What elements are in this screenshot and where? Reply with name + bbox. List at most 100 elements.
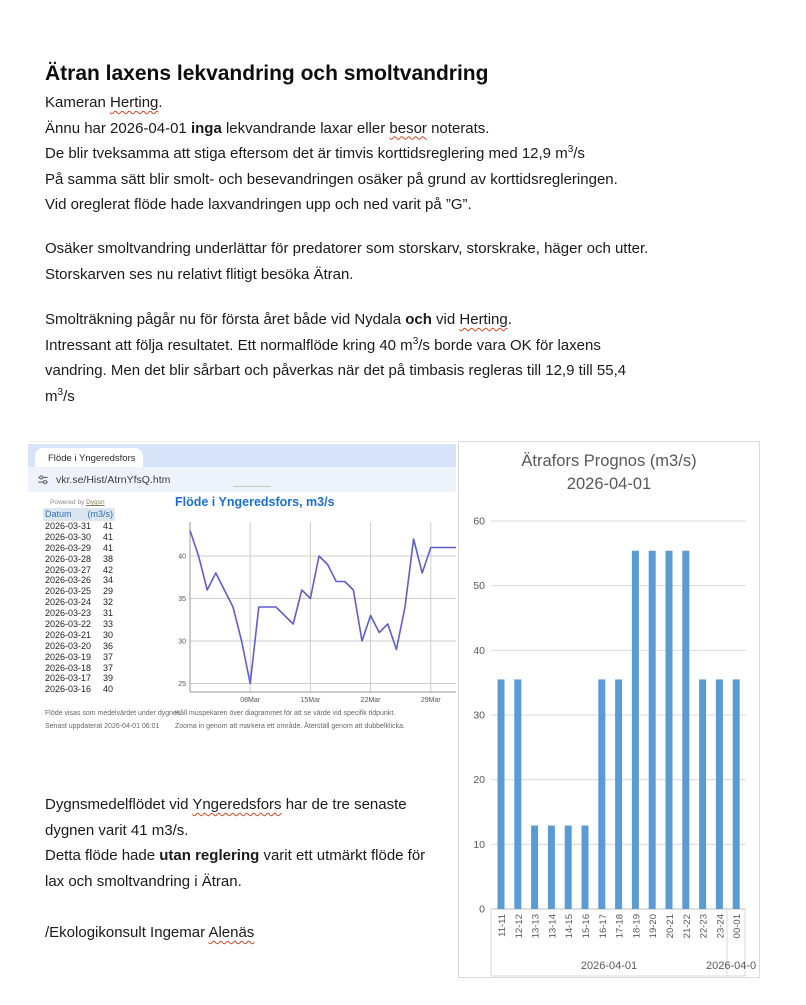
paragraph-conclusion: Dygnsmedelflödet vid Yngeredsfors har de… (45, 792, 425, 894)
text-line: Intressant att följa resultatet. Ett nor… (45, 333, 626, 359)
y-tick-label: 40 (473, 645, 485, 657)
y-tick-label: 30 (473, 709, 485, 721)
text-segment: Vid oreglerat flöde hade laxvandringen u… (45, 196, 472, 213)
table-row: 2026-03-20 36 (43, 641, 115, 652)
text-segment: lekvandrande laxar eller (221, 119, 390, 137)
browser-tab[interactable]: Flöde i Yngeredsfors (35, 448, 143, 469)
text-line: lax och smoltvandring i Ätran. (45, 869, 425, 895)
paragraph-intro: Kameran Herting. Ännu har 2026-04-01 ing… (45, 90, 618, 218)
cell-date: 2026-03-20 (45, 640, 92, 651)
powered-by-text: Powered by (50, 499, 87, 506)
embedded-browser-screenshot: Flöde i Yngeredsfors vkr.se/Hist/AtrnYfs… (28, 441, 456, 756)
text-line: m3/s (45, 384, 626, 410)
table-row: 2026-03-25 29 (43, 586, 115, 597)
text-segment: På samma sätt blir smolt- och besevandri… (45, 170, 618, 188)
table-row: 2026-03-21 30 (43, 630, 115, 641)
y-tick-label: 50 (473, 580, 485, 592)
table-row: 2026-03-18 37 (43, 663, 115, 674)
cell-date: 2026-03-18 (45, 662, 92, 673)
text-segment: noterats. (426, 119, 490, 137)
x-tick-label: 29Mar (421, 697, 442, 704)
text-segment: utan reglering (159, 847, 260, 864)
cell-flow: 34 (102, 575, 113, 586)
text-segment: Herting (110, 94, 159, 111)
cell-flow: 30 (102, 629, 113, 640)
text-segment: /Ekologikonsult Ingemar (45, 924, 209, 941)
x-category-label: 13-14 (547, 914, 558, 938)
cell-date: 2026-03-24 (45, 597, 92, 608)
cell-flow: 31 (102, 608, 113, 619)
bar (531, 825, 539, 909)
x-category-label: 13-13 (531, 914, 542, 938)
y-tick-label: 30 (178, 639, 186, 646)
table-row: 2026-03-30 41 (43, 532, 115, 543)
cell-flow: 39 (102, 673, 113, 684)
x-category-label: 20-21 (665, 914, 676, 938)
y-tick-label: 40 (178, 554, 186, 561)
browser-url-bar[interactable]: vkr.se/Hist/AtrnYfsQ.htm (28, 467, 456, 492)
x-category-label: 19-20 (648, 914, 659, 938)
powered-by-link[interactable]: Dygsn (86, 499, 105, 506)
bar (615, 679, 623, 909)
bar (648, 550, 656, 909)
table-row: 2026-03-26 34 (43, 575, 115, 586)
cell-date: 2026-03-28 (45, 553, 92, 564)
date-group-label: 2026-04-0 (706, 960, 756, 972)
column-header-datum: Datum (45, 509, 72, 519)
cell-flow: 37 (102, 662, 113, 673)
cell-flow: 33 (102, 619, 113, 630)
table-row: 2026-03-22 33 (43, 619, 115, 630)
bar (514, 679, 522, 909)
bar-chart-title-line1: Ätrafors Prognos (m3/s) (521, 452, 697, 470)
table-row: 2026-03-23 31 (43, 608, 115, 619)
flow-table-body: 2026-03-31 41 2026-03-30 41 2026-03-29 41 2026… (43, 521, 115, 695)
text-line: Kameran Herting. (45, 90, 618, 116)
x-category-label: 00-01 (732, 914, 743, 938)
text-segment: Dygnsmedelflödet vid (45, 796, 193, 813)
x-category-label: 22-23 (699, 914, 710, 938)
x-tick-label: 08Mar (240, 697, 261, 704)
text-segment: . (507, 311, 512, 328)
cell-date: 2026-03-30 (45, 531, 92, 542)
text-segment: Storskarven ses nu relativt flitigt besö… (45, 265, 354, 283)
cell-date: 2026-03-22 (45, 619, 92, 630)
table-row: 2026-03-16 40 (43, 684, 115, 695)
text-line: dygnen varit 41 m3/s. (45, 818, 425, 844)
bar (631, 550, 639, 909)
bar (665, 550, 673, 909)
text-segment: Alenäs (208, 924, 255, 941)
cell-flow: 29 (102, 586, 113, 597)
table-row: 2026-03-28 38 (43, 554, 115, 565)
browser-tab-strip: Flöde i Yngeredsfors (28, 444, 456, 469)
bar (682, 550, 690, 909)
text-segment: Osäker smoltvandring underlättar för pre… (45, 240, 649, 257)
bar-chart-plot: 0 10 20 30 40 50 60 11-11 12-12 13-13 13-14 14-15 15… (473, 515, 756, 977)
bar (497, 679, 505, 909)
text-segment: 3 (567, 144, 574, 155)
text-segment: Detta flöde hade (45, 847, 160, 864)
text-segment: vid (431, 311, 460, 328)
bar (699, 679, 707, 909)
flow-line-chart[interactable]: 25 30 35 40 08Mar 15Mar 22Mar 29Mar (28, 442, 456, 756)
text-segment: lax och smoltvandring i Ätran. (45, 872, 242, 890)
text-segment: . (158, 94, 163, 111)
page-divider-artifact (233, 486, 271, 487)
text-segment: dygnen varit 41 m3/s. (45, 821, 189, 839)
x-category-label: 21-22 (682, 914, 693, 938)
text-segment: Intressant att följa resultatet. Ett nor… (45, 336, 413, 354)
text-segment: 3 (57, 386, 64, 398)
tab-title: Flöde i Yngeredsfors (48, 453, 136, 464)
footnote-left: Flöde visas som medelvärdet under dygnet… (45, 707, 181, 733)
tune-icon (38, 474, 48, 484)
cell-date: 2026-03-26 (45, 575, 92, 586)
footnote-line: Flöde visas som medelvärdet under dygnet… (45, 710, 181, 717)
text-segment: Herting (459, 311, 508, 328)
y-tick-label: 20 (473, 774, 485, 786)
cell-date: 2026-03-31 (45, 521, 92, 531)
prognosis-bar-chart: Ätrafors Prognos (m3/s) 2026-04-01 0 10 20… (458, 441, 760, 978)
table-row: 2026-03-27 42 (43, 565, 115, 576)
x-tick-label: 15Mar (300, 697, 321, 704)
footnote-line: Zooma in genom att markera ett område. Å… (175, 723, 405, 730)
x-category-label: 18-19 (631, 914, 642, 938)
